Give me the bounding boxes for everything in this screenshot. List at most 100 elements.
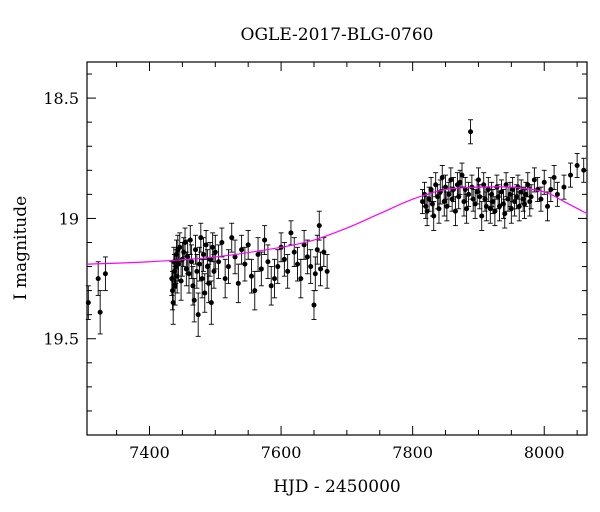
data-point — [252, 288, 258, 294]
data-point — [505, 196, 511, 202]
data-point — [102, 271, 108, 277]
data-point — [443, 184, 449, 190]
x-tick-label: 7600 — [261, 443, 302, 462]
data-point — [464, 206, 470, 212]
data-point — [268, 283, 274, 289]
chart-title: OGLE-2017-BLG-0760 — [241, 25, 434, 45]
data-point — [500, 201, 506, 207]
data-point — [200, 252, 206, 258]
data-point — [444, 203, 450, 209]
data-point — [452, 208, 458, 214]
data-point — [321, 249, 327, 255]
x-tick-label: 7800 — [392, 443, 433, 462]
data-point — [441, 199, 447, 205]
data-point — [95, 276, 101, 282]
data-point — [424, 208, 430, 214]
data-point — [170, 300, 176, 306]
data-points — [85, 129, 587, 318]
data-point — [199, 276, 205, 282]
data-point — [545, 203, 551, 209]
data-point — [502, 211, 508, 217]
data-point — [97, 309, 103, 315]
data-point — [466, 191, 472, 197]
data-point — [304, 254, 310, 260]
data-point — [173, 252, 179, 258]
data-point — [428, 187, 434, 193]
data-point — [436, 206, 442, 212]
data-point — [426, 196, 432, 202]
x-tick-labels: 7400 7600 7800 8000 — [129, 443, 564, 462]
data-point — [198, 235, 204, 241]
data-point — [527, 199, 533, 205]
data-point — [470, 196, 476, 202]
data-point — [541, 179, 547, 185]
data-point — [528, 194, 534, 200]
data-point — [170, 288, 176, 294]
data-point — [462, 187, 468, 193]
data-point — [435, 194, 441, 200]
data-point — [312, 271, 318, 277]
data-point — [272, 276, 277, 282]
data-point — [423, 203, 429, 209]
x-tick-label: 7400 — [129, 443, 170, 462]
data-point — [187, 237, 193, 243]
data-point — [538, 196, 544, 202]
data-point — [291, 249, 297, 255]
data-point — [175, 261, 181, 267]
data-point — [495, 194, 501, 200]
data-point — [174, 273, 180, 279]
data-point — [311, 302, 317, 308]
data-point — [181, 249, 187, 255]
data-point — [324, 268, 330, 274]
data-point — [475, 177, 481, 183]
data-point — [531, 177, 537, 183]
data-point — [561, 184, 567, 190]
y-axis-label: I magnitude — [11, 196, 31, 300]
y-tick-label: 19 — [59, 209, 79, 228]
y-tick-label: 19.5 — [43, 330, 79, 349]
data-point — [298, 276, 304, 282]
data-point — [212, 249, 218, 255]
data-point — [239, 247, 245, 253]
data-point — [248, 273, 254, 279]
data-point — [481, 182, 487, 188]
data-point — [211, 268, 217, 274]
error-bars — [85, 119, 587, 337]
data-point — [186, 271, 192, 277]
data-point — [429, 201, 435, 207]
data-point — [449, 196, 455, 202]
data-point — [523, 191, 529, 197]
data-point — [242, 261, 248, 267]
data-point — [308, 264, 314, 270]
data-point — [548, 187, 554, 193]
data-point — [301, 242, 307, 248]
data-point — [172, 268, 177, 274]
data-point — [456, 194, 462, 200]
data-point — [183, 266, 189, 272]
plot-frame — [86, 61, 588, 436]
data-point — [194, 268, 200, 274]
data-point — [225, 264, 231, 270]
data-point — [222, 276, 228, 282]
data-point — [208, 300, 214, 306]
data-point — [487, 206, 493, 212]
data-point — [492, 208, 498, 214]
data-point — [316, 223, 322, 229]
data-point — [512, 199, 518, 205]
data-point — [190, 283, 196, 289]
data-point — [245, 242, 251, 248]
data-point — [461, 199, 467, 205]
data-point — [482, 196, 488, 202]
data-point — [568, 172, 574, 178]
data-point — [185, 254, 191, 260]
data-point — [219, 239, 225, 245]
data-point — [318, 266, 324, 272]
data-point — [189, 259, 195, 265]
data-point — [197, 261, 202, 267]
axis-ticks — [87, 62, 587, 436]
data-point — [262, 237, 268, 243]
y-tick-labels: 18.5 19 19.5 — [43, 89, 79, 349]
data-point — [439, 175, 445, 181]
data-point — [459, 172, 465, 178]
data-point — [232, 254, 238, 260]
